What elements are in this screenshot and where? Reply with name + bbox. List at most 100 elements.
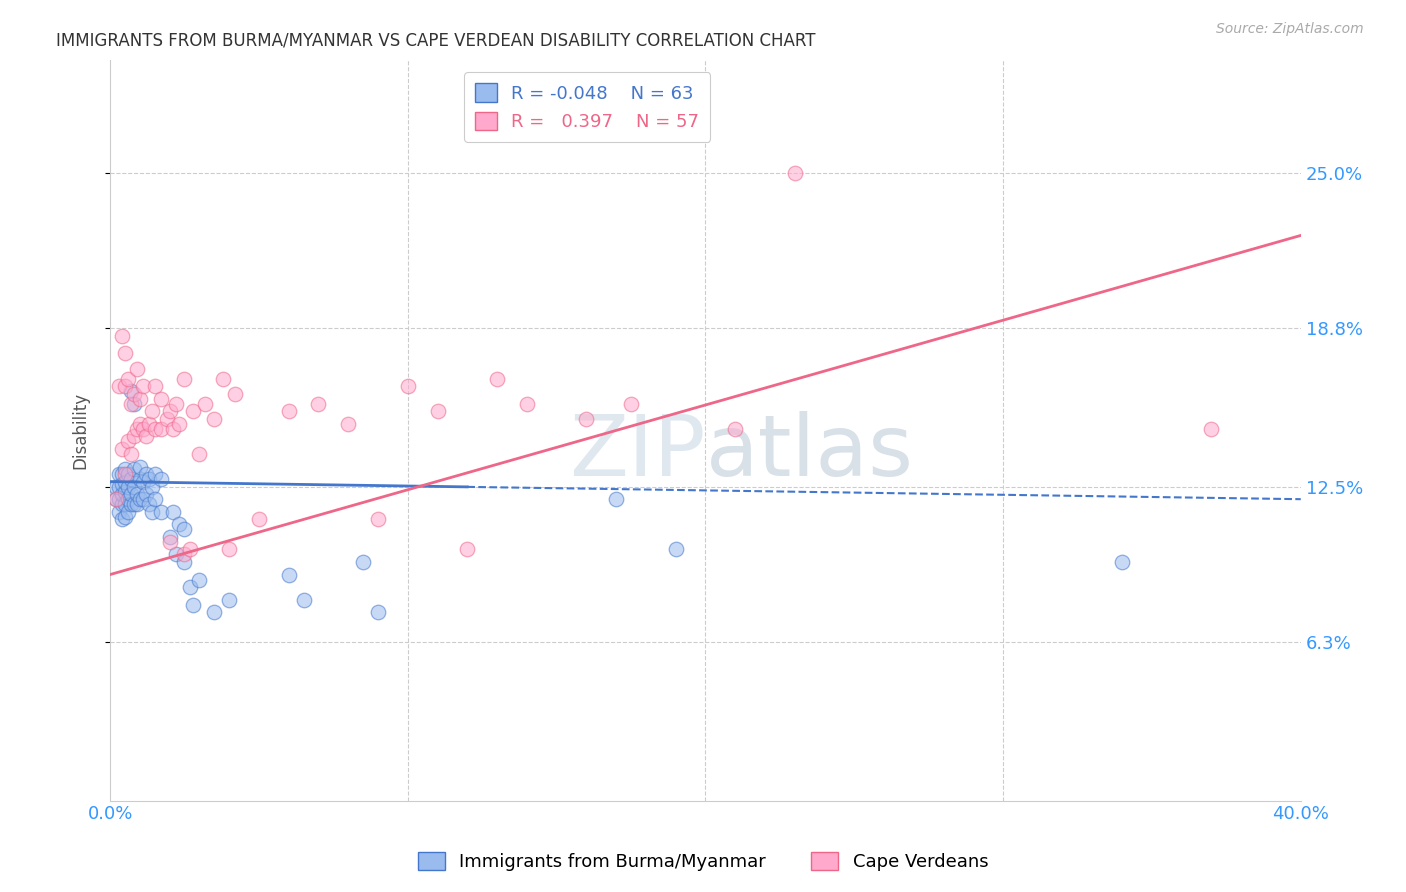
Point: [111, 329, 134, 343]
Point: [173, 555, 195, 569]
Point: [114, 346, 136, 360]
Point: [575, 412, 598, 426]
Point: [135, 467, 157, 481]
Point: [114, 462, 136, 476]
Point: [111, 487, 134, 501]
Point: [132, 475, 155, 489]
Point: [141, 480, 163, 494]
Point: [122, 397, 145, 411]
Point: [117, 505, 139, 519]
Point: [105, 480, 128, 494]
Point: [212, 371, 235, 385]
Point: [141, 505, 163, 519]
Point: [149, 422, 172, 436]
Point: [173, 371, 195, 385]
Point: [122, 429, 145, 443]
Point: [165, 397, 187, 411]
Point: [125, 487, 148, 501]
Point: [202, 605, 225, 619]
Point: [138, 497, 160, 511]
Point: [194, 397, 217, 411]
Point: [665, 542, 688, 557]
Point: [108, 505, 131, 519]
Point: [122, 386, 145, 401]
Point: [108, 379, 131, 393]
Point: [159, 530, 181, 544]
Point: [108, 492, 131, 507]
Point: [456, 542, 478, 557]
Point: [114, 475, 136, 489]
Point: [141, 404, 163, 418]
Point: [156, 412, 179, 426]
Point: [149, 392, 172, 406]
Point: [159, 535, 181, 549]
Point: [120, 472, 142, 486]
Point: [105, 492, 128, 507]
Legend: Immigrants from Burma/Myanmar, Cape Verdeans: Immigrants from Burma/Myanmar, Cape Verd…: [411, 845, 995, 879]
Point: [292, 592, 315, 607]
Point: [114, 379, 136, 393]
Point: [143, 467, 166, 481]
Point: [105, 492, 128, 507]
Legend: R = -0.048    N = 63, R =   0.397    N = 57: R = -0.048 N = 63, R = 0.397 N = 57: [464, 72, 710, 142]
Point: [159, 404, 181, 418]
Point: [516, 397, 538, 411]
Text: ZIP: ZIP: [569, 411, 706, 494]
Point: [125, 422, 148, 436]
Point: [179, 580, 201, 594]
Point: [183, 404, 205, 418]
Point: [218, 542, 240, 557]
Point: [396, 379, 419, 393]
Point: [128, 472, 150, 486]
Point: [337, 417, 360, 431]
Point: [114, 497, 136, 511]
Point: [783, 166, 806, 180]
Point: [111, 512, 134, 526]
Point: [162, 505, 184, 519]
Point: [128, 417, 150, 431]
Point: [149, 505, 172, 519]
Point: [367, 605, 389, 619]
Point: [1201, 422, 1223, 436]
Point: [111, 477, 134, 491]
Point: [138, 472, 160, 486]
Point: [128, 492, 150, 507]
Point: [122, 480, 145, 494]
Point: [486, 371, 509, 385]
Point: [117, 480, 139, 494]
Point: [620, 397, 643, 411]
Point: [724, 422, 747, 436]
Point: [167, 517, 190, 532]
Point: [125, 497, 148, 511]
Point: [224, 386, 246, 401]
Point: [162, 422, 184, 436]
Point: [165, 548, 187, 562]
Point: [120, 397, 142, 411]
Point: [167, 417, 190, 431]
Point: [108, 480, 131, 494]
Point: [135, 487, 157, 501]
Point: [128, 459, 150, 474]
Point: [173, 522, 195, 536]
Point: [128, 392, 150, 406]
Point: [188, 447, 211, 461]
Point: [111, 497, 134, 511]
Point: [188, 573, 211, 587]
Point: [1111, 555, 1133, 569]
Point: [108, 467, 131, 481]
Point: [120, 497, 142, 511]
Point: [138, 417, 160, 431]
Point: [183, 598, 205, 612]
Point: [202, 412, 225, 426]
Text: IMMIGRANTS FROM BURMA/MYANMAR VS CAPE VERDEAN DISABILITY CORRELATION CHART: IMMIGRANTS FROM BURMA/MYANMAR VS CAPE VE…: [56, 31, 815, 49]
Point: [111, 442, 134, 456]
Point: [117, 492, 139, 507]
Point: [125, 361, 148, 376]
Point: [143, 492, 166, 507]
Point: [120, 384, 142, 399]
Point: [367, 512, 389, 526]
Point: [117, 434, 139, 449]
Point: [277, 404, 299, 418]
Point: [173, 548, 195, 562]
Point: [132, 422, 155, 436]
